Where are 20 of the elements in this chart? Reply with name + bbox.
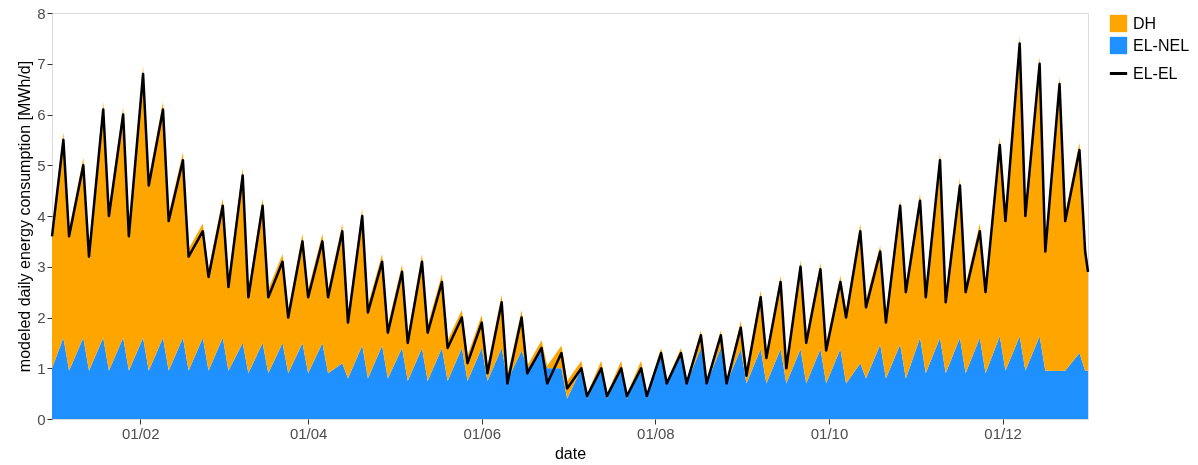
y-tick-label: 8 — [37, 4, 46, 22]
legend-label: EL-NEL — [1133, 36, 1190, 54]
x-tick-label: 01/12 — [984, 424, 1022, 442]
y-tick-label: 4 — [37, 207, 46, 225]
legend-label: EL-EL — [1133, 64, 1178, 82]
y-tick-label: 0 — [37, 410, 46, 428]
x-axis-title: date — [554, 444, 587, 462]
y-tick-label: 1 — [37, 359, 46, 377]
x-tick-label: 01/06 — [463, 424, 502, 442]
y-axis-title: modeled daily energy consumption [MWh/d] — [16, 60, 34, 373]
y-tick-label: 3 — [37, 258, 46, 276]
y-tick-label: 5 — [37, 156, 46, 174]
x-tick-label: 01/02 — [121, 424, 160, 442]
x-tick-label: 01/08 — [637, 424, 675, 442]
y-tick-label: 7 — [37, 55, 46, 73]
y-tick-label: 6 — [37, 106, 46, 123]
x-tick-label: 01/04 — [289, 424, 328, 442]
legend-label: DH — [1133, 14, 1157, 32]
y-tick-label: 2 — [37, 309, 46, 326]
x-tick-label: 01/10 — [810, 424, 849, 442]
